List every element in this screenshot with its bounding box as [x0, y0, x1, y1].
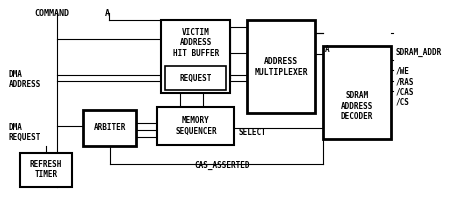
Text: /RAS: /RAS [396, 77, 414, 86]
Text: ARBITER: ARBITER [93, 123, 126, 132]
Bar [20, 153, 72, 187]
Text: REFRESH
TIMER: REFRESH TIMER [30, 160, 62, 179]
Text: VICTIM
ADDRESS
HIT BUFFER: VICTIM ADDRESS HIT BUFFER [173, 28, 219, 58]
Text: MEMORY
SEQUENCER: MEMORY SEQUENCER [175, 116, 216, 135]
Text: CAS_ASSERTED: CAS_ASSERTED [194, 161, 250, 170]
Text: /CS: /CS [396, 98, 410, 106]
Text: DMA
REQUEST: DMA REQUEST [9, 123, 41, 142]
Text: SELECT: SELECT [239, 129, 267, 137]
Text: ADDRESS
MULTIPLEXER: ADDRESS MULTIPLEXER [254, 57, 308, 77]
Text: SDRAM
ADDRESS
DECODER: SDRAM ADDRESS DECODER [341, 91, 373, 121]
Bar [161, 20, 230, 93]
Bar [323, 46, 391, 139]
Text: SDRAM_ADDR: SDRAM_ADDR [396, 47, 442, 57]
Bar [157, 107, 235, 145]
Text: /CAS: /CAS [396, 87, 414, 96]
Text: DMA
ADDRESS: DMA ADDRESS [9, 70, 41, 89]
Text: REQUEST: REQUEST [179, 74, 212, 83]
Text: A: A [105, 9, 110, 18]
Text: A: A [325, 46, 329, 54]
Bar [247, 20, 315, 113]
Text: COMMAND: COMMAND [35, 9, 69, 18]
Text: /WE: /WE [396, 67, 410, 76]
Bar [83, 110, 136, 146]
Bar [165, 66, 226, 90]
